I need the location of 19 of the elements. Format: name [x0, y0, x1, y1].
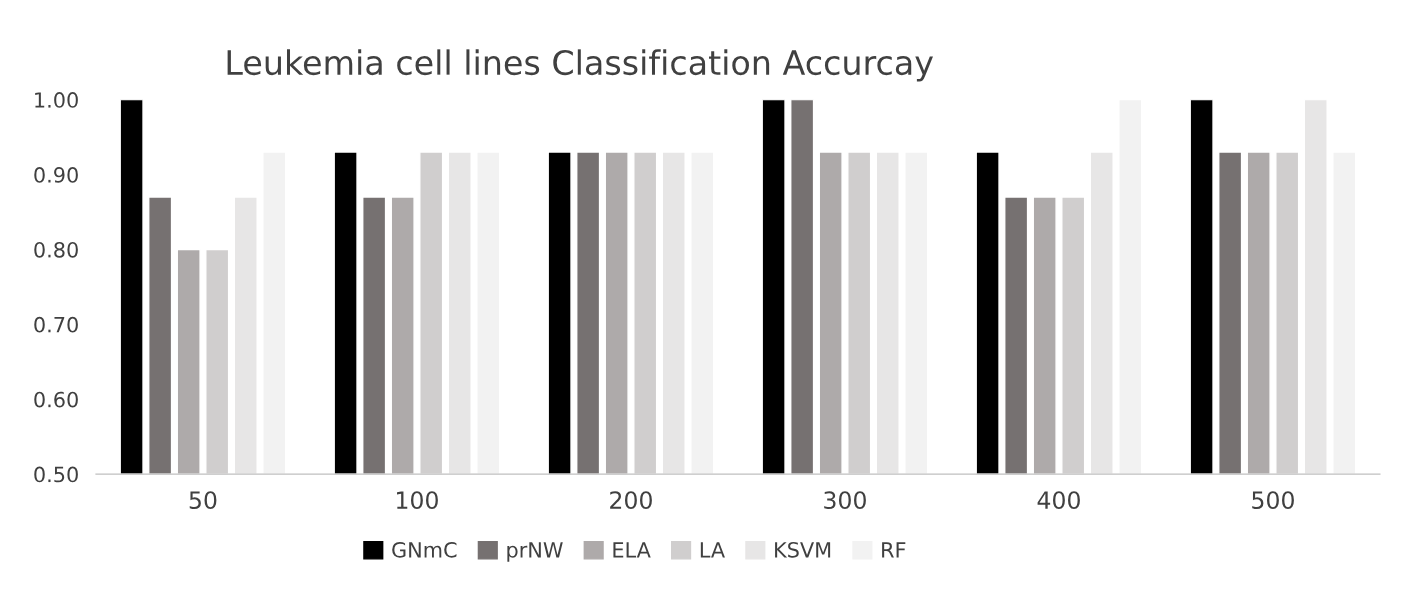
legend-label: KSVM: [775, 541, 831, 558]
y-tick-label: 0.60: [34, 391, 78, 408]
x-tick-label: 100: [397, 491, 438, 510]
y-tick-label: 0.80: [34, 241, 78, 258]
legend-label: ELA: [613, 542, 651, 558]
chart-title: Leukemia cell lines Classification Accurcay: [227, 49, 933, 82]
y-tick-label: 1.00: [35, 92, 78, 108]
legend-label: RF: [882, 542, 906, 558]
x-tick-label: 400: [1037, 491, 1080, 510]
x-tick-label: 200: [610, 491, 652, 510]
x-tick-label: 50: [189, 491, 217, 510]
y-tick-label: 0.70: [34, 316, 78, 333]
legend-label: GNmC: [392, 541, 457, 558]
y-tick-label: 0.50: [34, 466, 78, 483]
legend-label: LA: [700, 542, 725, 558]
y-tick-label: 0.90: [34, 167, 78, 183]
x-tick-label: 300: [824, 491, 866, 510]
x-tick-label: 500: [1252, 491, 1294, 510]
legend-label: prNW: [507, 542, 563, 562]
